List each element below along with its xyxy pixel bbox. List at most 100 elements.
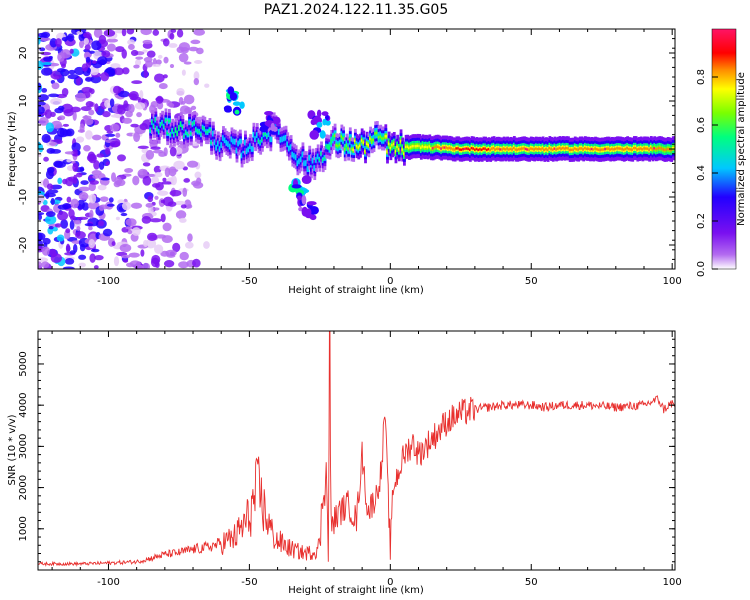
heatmap-cell [204,83,210,88]
heatmap-ridge-cell [561,146,565,150]
heatmap-ridge-cell [167,119,171,123]
heatmap-ridge-cell [614,147,618,151]
heatmap-cell [85,101,94,108]
heatmap-ridge-cell [315,158,318,162]
heatmap-ridge-cell [394,150,398,153]
heatmap-ridge-cell [423,145,427,149]
heatmap-ridge-cell [262,133,266,136]
heatmap-cell [98,161,105,170]
heatmap-ridge-cell [249,144,252,148]
heatmap-ridge-cell [507,148,511,151]
heatmap-cell [98,34,107,45]
heatmap-ridge-cell [448,146,452,150]
heatmap-cell [151,63,161,67]
heatmap-ridge-cell [350,148,354,151]
heatmap-cell [117,90,130,98]
heatmap-ridge-cell [382,137,386,140]
heatmap-cell [259,125,270,133]
heatmap-ridge-cell [372,138,376,142]
heatmap-cell [84,223,94,227]
heatmap-cell [124,168,134,173]
heatmap-cell [188,46,199,52]
heatmap-ridge-cell [375,131,379,135]
heatmap-ridge-cell [516,148,520,151]
heatmap-cell [91,134,102,141]
snr-y-tick: 2000 [18,475,29,500]
heatmap-cell [145,203,154,208]
heatmap-ridge-cell [308,156,312,159]
heatmap-cell [87,201,100,210]
heatmap-ridge-cell [240,154,244,157]
heatmap-cell [40,31,51,38]
heatmap-cell [151,176,160,185]
heatmap-ridge-cell [616,147,619,150]
heatmap-ridge-cell [531,147,535,151]
heatmap-ridge-cell [607,147,611,150]
heatmap-ridge-cell [293,154,296,157]
heatmap-cell [68,69,76,75]
heatmap-ridge-cell [369,137,372,140]
heatmap-cell [56,234,65,242]
heatmap-cell [69,48,74,54]
heatmap-ridge-cell [538,147,542,150]
heatmap-cell [41,261,50,268]
heatmap-ridge-cell [215,146,219,149]
heatmap-ridge-cell [164,119,168,122]
heatmap-cell [151,211,157,217]
heatmap-ridge-cell [343,147,347,151]
heatmap-cell [121,48,127,59]
heatmap-ridge-cell [404,145,408,149]
heatmap-ridge-cell [151,120,154,124]
heatmap-cell [49,38,58,48]
colorbar-tick: 0.4 [696,165,707,181]
heatmap-cell [301,175,312,185]
heatmap-cell [193,71,200,81]
heatmap-cell [264,110,274,116]
heatmap-cell [67,74,79,80]
heatmap-cell [56,68,66,73]
heatmap-cell [146,232,158,241]
heatmap-ridge-cell [480,148,484,151]
heatmap-cell [55,38,62,47]
heatmap-ridge-cell [188,120,192,124]
heatmap-cell [41,62,52,66]
heatmap-cell [81,63,89,72]
heatmap-cell [41,246,51,256]
heatmap-ridge-cell [455,147,459,150]
heatmap-cell [158,83,168,90]
heatmap-cell [180,47,189,54]
heatmap-cell [190,39,201,45]
heatmap-cell [100,72,110,82]
heatmap-ridge-cell [431,147,435,150]
heatmap-ridge-cell [288,147,291,150]
heatmap-cell [103,29,116,37]
heatmap-ridge-cell [578,147,582,150]
heatmap-ridge-cell [506,147,509,150]
heatmap-ridge-cell [386,150,389,153]
heatmap-y-label: Frequency (Hz) [7,111,18,187]
heatmap-ridge-cell [663,148,667,152]
heatmap-ridge-cell [651,148,655,151]
snr-x-tick: 0 [387,577,393,588]
heatmap-cell [179,217,187,223]
heatmap-ridge-cell [621,147,624,151]
heatmap-cell [57,105,65,111]
heatmap-cell [49,248,57,257]
heatmap-cell [93,265,99,269]
heatmap-ridge-cell [646,147,650,150]
heatmap-cell [41,67,53,76]
heatmap-cell [113,67,124,76]
heatmap-cell [45,211,56,217]
heatmap-ridge-cell [244,141,247,144]
heatmap-cell [154,171,163,178]
heatmap-cell [88,50,96,54]
heatmap-cell [178,261,189,269]
heatmap-cell [115,216,120,221]
heatmap-cell [142,262,151,269]
heatmap-cell [126,29,135,35]
heatmap-ridge-cell [463,147,467,151]
heatmap-ridge-cell [539,148,543,151]
heatmap-ridge-cell [264,132,268,135]
heatmap-cell [88,193,97,204]
heatmap-ridge-cell [250,147,254,151]
